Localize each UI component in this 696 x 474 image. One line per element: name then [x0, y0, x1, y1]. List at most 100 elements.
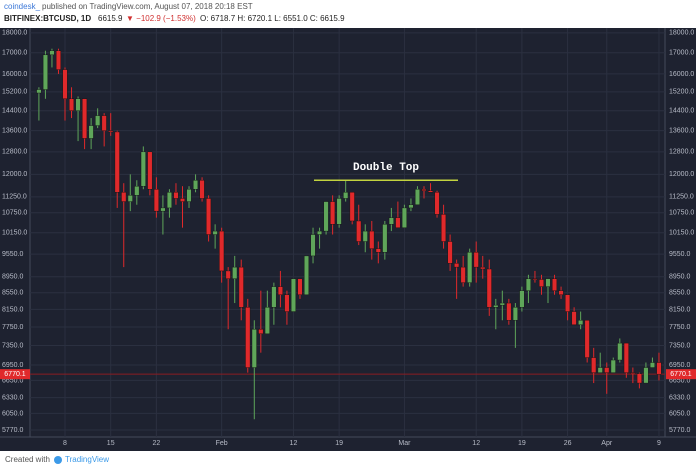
candle-body [147, 151, 153, 190]
candle-body [290, 278, 296, 312]
y-tick-label: 7350.0 [669, 342, 691, 349]
y-tick-label: 8550.0 [2, 290, 24, 297]
y-tick-label: 15200.0 [2, 89, 27, 96]
candle-body [636, 373, 642, 384]
candle-body [408, 204, 414, 209]
candle-body [454, 263, 460, 268]
y-tick-label: 6650.0 [2, 377, 24, 384]
candle-body [42, 54, 48, 90]
candle-body [538, 279, 544, 287]
y-tick-label: 14400.0 [2, 108, 27, 115]
y-tick-label: 5770.0 [669, 427, 691, 434]
candle-body [127, 195, 133, 202]
y-tick-label: 11250.0 [2, 194, 27, 201]
y-tick-label: 17000.0 [669, 50, 694, 57]
candle-body [264, 307, 270, 335]
y-tick-label: 7350.0 [2, 342, 24, 349]
candle-body [656, 362, 662, 375]
candle-body [219, 230, 225, 272]
x-tick-label: Mar [398, 440, 411, 447]
y-tick-label: 18000.0 [669, 30, 694, 37]
candle-body [310, 234, 316, 257]
ohlc: O: 6718.7 H: 6720.1 L: 6551.0 C: 6615.9 [200, 14, 345, 23]
candle-body [356, 220, 362, 242]
last: 6615.9 [98, 14, 123, 23]
last-price-box [666, 369, 696, 380]
annotation-text: Double Top [353, 162, 419, 174]
x-tick-label: Feb [216, 440, 228, 447]
y-tick-label: 10150.0 [669, 230, 694, 237]
candle-body [447, 241, 453, 264]
candle-body [206, 198, 212, 235]
candle-body [186, 189, 192, 202]
y-tick-label: 14400.0 [669, 108, 694, 115]
y-tick-label: 6950.0 [669, 362, 691, 369]
candle-body [284, 294, 290, 312]
y-tick-label: 5770.0 [2, 427, 24, 434]
candle-body [643, 367, 649, 384]
x-tick-label: 8 [63, 440, 67, 447]
x-tick-label: 12 [290, 440, 298, 447]
y-tick-label: 15200.0 [669, 89, 694, 96]
candle-body [330, 201, 336, 225]
y-tick-label: 8950.0 [669, 274, 691, 281]
x-tick-label: 19 [335, 440, 343, 447]
candle-body [245, 307, 251, 368]
candle-body [82, 98, 88, 139]
y-tick-label: 6330.0 [669, 394, 691, 401]
y-tick-label: 11250.0 [669, 194, 694, 201]
y-tick-label: 18000.0 [2, 30, 27, 37]
candle-body [271, 286, 277, 308]
x-tick-label: 26 [564, 440, 572, 447]
candle-body [493, 304, 499, 308]
y-tick-label: 6050.0 [2, 410, 24, 417]
y-tick-label: 7750.0 [2, 324, 24, 331]
y-tick-label: 8950.0 [2, 274, 24, 281]
candle-body [630, 372, 636, 374]
published: published on TradingView.com, August 07,… [42, 2, 253, 11]
candle-body [584, 320, 590, 358]
candle-body [428, 190, 434, 193]
candle-body [571, 311, 577, 325]
candle-body [160, 207, 166, 212]
author[interactable]: coindesk_ [4, 2, 41, 11]
candle-body [506, 302, 512, 321]
candle-body [565, 294, 571, 312]
candle-body [114, 131, 120, 193]
candle-body [121, 192, 127, 202]
y-tick-label: 13600.0 [669, 128, 694, 135]
footer-prefix: Created with [5, 455, 50, 464]
y-tick-label: 7750.0 [669, 324, 691, 331]
candle-body [597, 367, 603, 373]
y-tick-label: 8150.0 [669, 306, 691, 313]
candle-body [467, 252, 473, 283]
y-tick-label: 9550.0 [669, 251, 691, 258]
y-tick-label: 6650.0 [669, 377, 691, 384]
candle-body [349, 192, 355, 222]
candle-body [382, 224, 388, 253]
candle-body [199, 180, 205, 199]
candle-body [617, 342, 623, 361]
footer-brand[interactable]: TradingView [65, 455, 109, 464]
candle-body [193, 180, 199, 190]
candle-body [434, 192, 440, 215]
x-tick-label: 15 [107, 440, 115, 447]
candle-body [610, 359, 616, 373]
candle-body [166, 192, 172, 209]
y-tick-label: 12000.0 [669, 171, 694, 178]
candle-body [558, 290, 564, 295]
candle-body [441, 214, 447, 242]
candle-body [88, 125, 94, 139]
y-tick-label: 10750.0 [2, 210, 27, 217]
candle-body [153, 189, 159, 212]
candle-body [499, 302, 505, 306]
logo [54, 456, 62, 464]
candle-body [369, 230, 375, 249]
y-tick-label: 13600.0 [2, 128, 27, 135]
candle-body [212, 230, 218, 235]
candle-body [232, 266, 238, 279]
candle-body [552, 278, 558, 291]
x-tick-label: 12 [472, 440, 480, 447]
y-tick-label: 6950.0 [2, 362, 24, 369]
